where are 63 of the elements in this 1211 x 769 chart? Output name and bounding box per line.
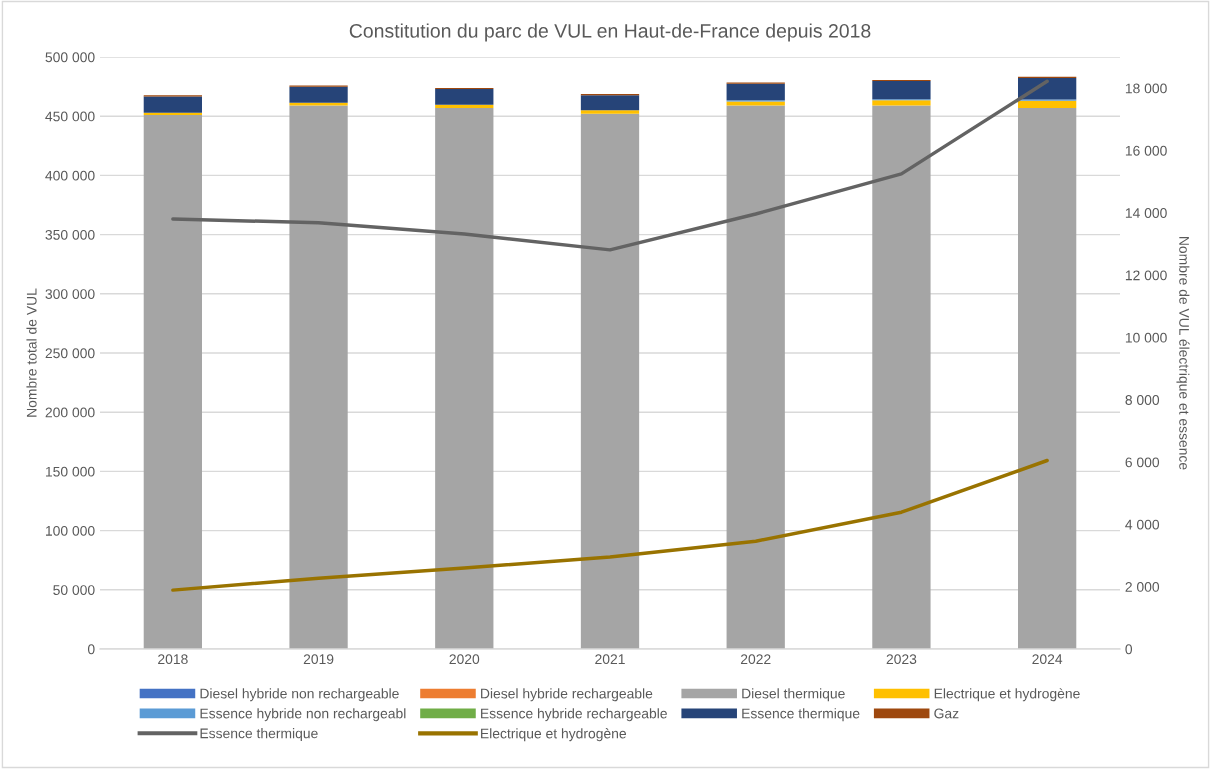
- bar: [872, 81, 931, 100]
- bar: [872, 100, 931, 106]
- legend-label: Essence hybride non rechargeabl: [200, 708, 406, 722]
- y-tick-label: 350 000: [45, 229, 95, 240]
- y2-tick-label: 14 000: [1125, 208, 1167, 218]
- bar: [435, 104, 494, 108]
- legend-label: Diesel thermique: [742, 688, 845, 702]
- y2-tick-label: 4 000: [1125, 519, 1160, 530]
- y2-axis-title: Nombre de VUL électrique et essence: [1176, 237, 1190, 470]
- legend-label: Electrique et hydrogène: [481, 728, 627, 742]
- bar: [143, 115, 202, 649]
- y2-tick-label: 10 000: [1125, 332, 1167, 343]
- x-tick-label: 2020: [449, 654, 480, 665]
- bar: [289, 86, 348, 103]
- bar: [726, 83, 785, 101]
- bar: [143, 96, 202, 113]
- bar: [1018, 77, 1077, 100]
- x-tick-label: 2023: [886, 654, 917, 665]
- y2-tick-label: 16 000: [1125, 145, 1167, 156]
- bar: [580, 113, 640, 649]
- y-tick-label: 400 000: [45, 170, 95, 181]
- y2-tick-label: 0: [1125, 644, 1133, 655]
- y2-tick-label: 8 000: [1125, 395, 1160, 405]
- y-tick-label: 250 000: [45, 348, 95, 359]
- legend-label: Gaz: [934, 708, 959, 719]
- bar: [435, 89, 494, 105]
- legend-label: Diesel hybride rechargeable: [481, 688, 653, 702]
- bar: [726, 105, 785, 649]
- legend-label: Diesel hybride non rechargeable: [200, 688, 399, 702]
- legend-label: Essence hybride rechargeable: [481, 708, 667, 722]
- y-tick-label: 0: [87, 644, 95, 655]
- bar: [872, 105, 931, 649]
- bar: [289, 105, 348, 649]
- bar: [1018, 107, 1077, 649]
- y-tick-label: 450 000: [45, 111, 95, 122]
- bar: [726, 101, 785, 106]
- bar: [580, 110, 640, 114]
- bar: [580, 95, 640, 111]
- line-series: [171, 458, 1049, 592]
- y-tick-label: 300 000: [45, 289, 95, 299]
- bar: [1018, 100, 1077, 108]
- bar: [435, 107, 494, 649]
- y-tick-label: 500 000: [45, 52, 95, 63]
- bar: [289, 102, 348, 106]
- chart-title: Constitution du parc de VUL en Haut-de-France depuis 2018: [349, 23, 871, 42]
- y-tick-label: 50 000: [53, 585, 95, 595]
- x-tick-label: 2018: [158, 654, 188, 665]
- legend-label: Electrique et hydrogène: [934, 688, 1080, 702]
- y2-tick-label: 6 000: [1125, 457, 1160, 468]
- x-tick-label: 2024: [1032, 654, 1063, 665]
- y2-tick-label: 2 000: [1125, 582, 1160, 592]
- y-tick-label: 150 000: [46, 466, 95, 477]
- x-tick-label: 2019: [303, 654, 334, 665]
- y-axis-title: Nombre total de VUL: [26, 288, 37, 417]
- y-tick-label: 200 000: [45, 407, 95, 418]
- y-tick-label: 100 000: [46, 525, 95, 536]
- x-tick-label: 2022: [740, 654, 771, 665]
- line-series: [171, 79, 1049, 252]
- legend-label: Essence thermique: [200, 728, 318, 742]
- y2-tick-label: 12 000: [1125, 270, 1167, 281]
- y2-tick-label: 18 000: [1125, 83, 1167, 94]
- x-tick-label: 2021: [595, 654, 625, 665]
- legend-label: Essence thermique: [742, 708, 860, 722]
